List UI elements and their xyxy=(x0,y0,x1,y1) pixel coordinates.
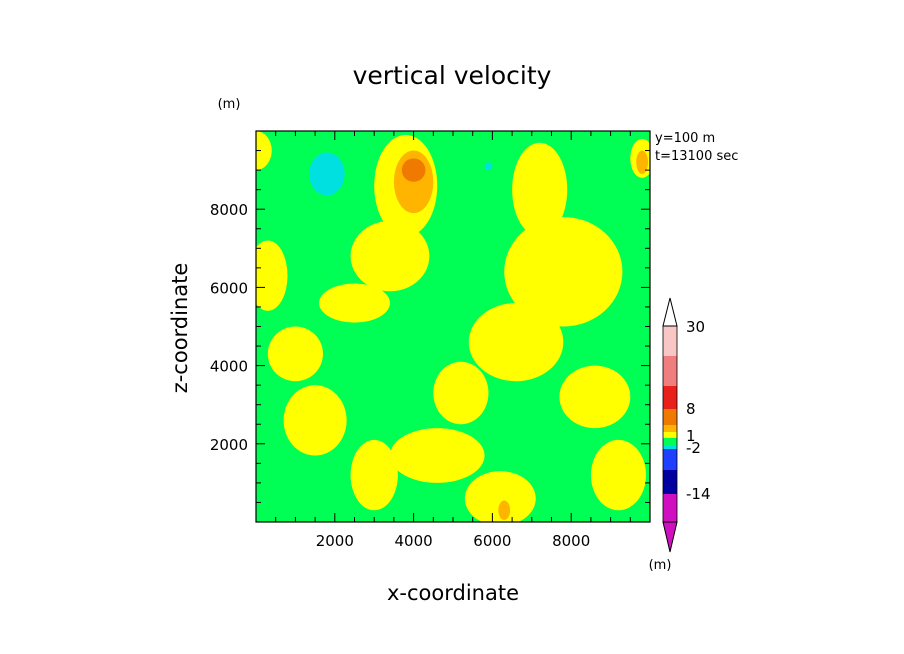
colorbar-label: 1 xyxy=(686,427,696,445)
annotation-y: y=100 m xyxy=(655,131,715,146)
colorbar-unit: (m) xyxy=(649,558,672,573)
colorbar: 30 8 1-2 -14 xyxy=(662,297,711,553)
contour-region-yellow-14 xyxy=(256,240,288,311)
colorbar-band xyxy=(663,449,677,470)
colorbar-frame xyxy=(662,325,678,523)
contour-region-yellow-16 xyxy=(590,439,647,511)
colorbar-label: -14 xyxy=(686,485,711,503)
x-axis-title: x-coordinate xyxy=(387,581,519,605)
colorbar-label: -2 xyxy=(686,439,701,457)
colorbar-label: 8 xyxy=(686,400,696,418)
y-axis-unit: (m) xyxy=(218,97,241,112)
contour-region-orange-18 xyxy=(636,150,649,175)
y-tick-label: 2000 xyxy=(210,436,248,454)
colorbar-band xyxy=(663,470,677,494)
contour-region-yellow-8 xyxy=(267,326,323,382)
colorbar-band xyxy=(663,386,677,409)
y-tick-label: 4000 xyxy=(210,358,248,376)
colorbar-band xyxy=(663,494,677,522)
y-axis-ticks: 2000 4000 6000 8000 xyxy=(210,150,650,503)
contour-region-yellow-5 xyxy=(504,217,623,327)
colorbar-label: 30 xyxy=(686,318,705,336)
x-tick-label: 4000 xyxy=(395,532,433,550)
contour-region-yellow-10 xyxy=(389,428,485,483)
contour-region-yellow-12 xyxy=(350,439,398,511)
contour-region-orange-19 xyxy=(498,500,511,521)
colorbar-band xyxy=(663,446,677,449)
y-tick-label: 6000 xyxy=(210,279,248,297)
contour-regions xyxy=(256,131,650,522)
contour-region-yellow-2 xyxy=(350,220,430,292)
colorbar-bottom-arrow xyxy=(662,521,678,553)
contour-region-yellow-3 xyxy=(319,283,390,323)
colorbar-band xyxy=(663,409,677,425)
annotation-t: t=13100 sec xyxy=(655,149,738,164)
x-axis-ticks: 2000 4000 6000 8000 xyxy=(275,131,631,550)
contour-region-cyan-21 xyxy=(309,152,345,196)
contour-region-yellow-0 xyxy=(256,131,272,171)
contour-region-yellow-13 xyxy=(433,361,489,425)
y-tick-label: 8000 xyxy=(210,201,248,219)
x-tick-label: 2000 xyxy=(316,532,354,550)
colorbar-band xyxy=(663,356,677,386)
colorbar-band xyxy=(663,425,677,432)
contour-region-yellow-4 xyxy=(512,142,568,237)
x-tick-label: 8000 xyxy=(552,532,590,550)
x-tick-label: 6000 xyxy=(473,532,511,550)
colorbar-band xyxy=(663,326,677,356)
contour-region-yellow-6 xyxy=(468,303,564,382)
colorbar-band xyxy=(663,432,677,438)
contour-region-yellow-11 xyxy=(464,471,536,522)
plot-area: 2000 4000 6000 8000 2000 4000 6000 8000 xyxy=(210,130,651,550)
contour-region-yellow-9 xyxy=(283,385,347,456)
y-axis-title: z-coordinate xyxy=(168,263,192,394)
contour-region-yellow-7 xyxy=(559,365,631,429)
colorbar-top-arrow xyxy=(662,297,678,327)
colorbar-band xyxy=(663,438,677,446)
chart-title: vertical velocity xyxy=(353,61,552,90)
contour-region-dark-orange-20 xyxy=(401,158,426,182)
contour-region-cyan-22 xyxy=(484,162,493,171)
